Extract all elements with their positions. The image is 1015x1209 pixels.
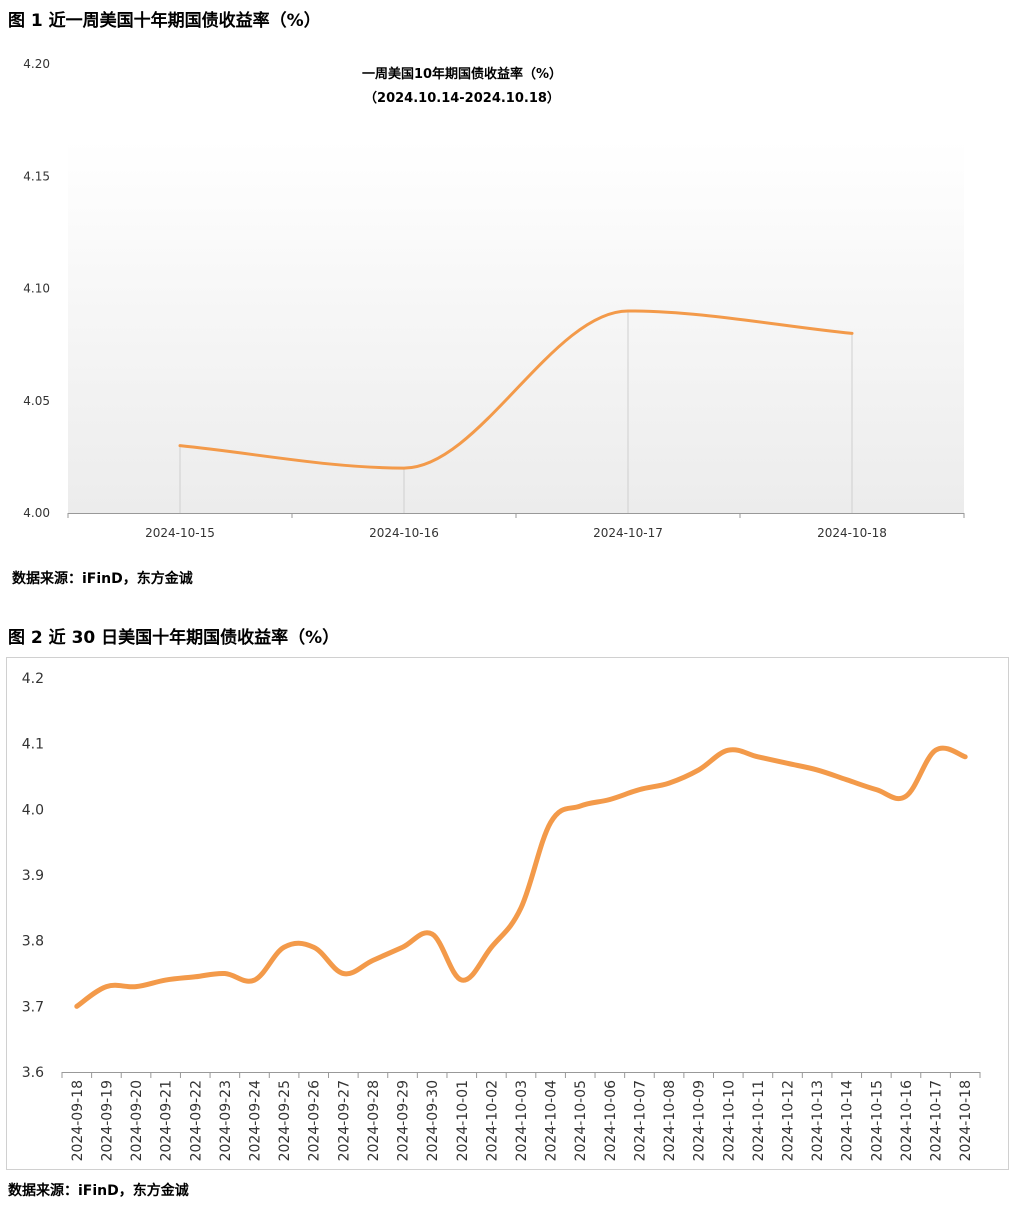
chart2-x-tick-label: 2024-09-28 [366,1080,382,1161]
chart1-y-tick-label: 4.10 [23,282,50,296]
chart2-x-tick-label: 2024-10-13 [810,1080,826,1161]
chart2-x-tick-label: 2024-10-15 [869,1080,885,1161]
chart2-x-tick-label: 2024-10-16 [899,1080,915,1161]
chart2-x-tick-label: 2024-09-27 [336,1080,352,1161]
chart1-x-tick-label: 2024-10-18 [817,526,887,540]
chart2-y-tick-label: 3.9 [22,868,44,884]
figure2-source: 数据来源：iFinD，东方金诚 [8,1183,189,1199]
chart2-x-tick-label: 2024-10-17 [929,1080,945,1161]
chart2-x-tick-label: 2024-10-02 [484,1080,500,1161]
chart2-y-tick-label: 3.6 [22,1065,44,1081]
chart1-y-tick-label: 4.20 [23,57,50,71]
chart2-x-tick-label: 2024-09-26 [307,1080,323,1161]
chart2-x-tick-label: 2024-09-30 [425,1080,441,1161]
chart2-x-tick-label: 2024-10-08 [662,1080,678,1161]
chart2-x-tick-label: 2024-10-11 [751,1080,767,1161]
chart2-x-tick-label: 2024-09-18 [70,1080,86,1161]
chart2-x-tick-label: 2024-10-01 [455,1080,471,1161]
chart2-x-tick-label: 2024-10-06 [603,1080,619,1161]
chart1-x-tick-label: 2024-10-17 [593,526,663,540]
chart1-y-tick-label: 4.15 [23,169,50,183]
chart2-x-tick-label: 2024-09-20 [129,1080,145,1161]
chart1-subtitle: （2024.10.14-2024.10.18） [364,90,560,106]
chart1-x-tick-label: 2024-10-15 [145,526,215,540]
chart2-x-tick-label: 2024-10-03 [514,1080,530,1161]
chart2-x-tick-label: 2024-09-22 [188,1080,204,1161]
chart2-x-tick-label: 2024-10-09 [692,1080,708,1161]
chart2-x-tick-label: 2024-09-19 [99,1080,115,1161]
chart2-x-tick-label: 2024-10-04 [544,1080,560,1161]
chart2-x-tick-label: 2024-10-10 [721,1080,737,1161]
chart2-x-tick-label: 2024-09-29 [396,1080,412,1161]
chart1-plot-background [68,140,964,513]
chart1-title: 一周美国10年期国债收益率（%） [362,66,562,82]
chart2-x-tick-label: 2024-09-21 [159,1080,175,1161]
chart2-y-tick-label: 4.2 [22,671,44,687]
chart2-y-tick-label: 3.8 [22,934,44,950]
chart2-y-tick-label: 4.0 [22,802,44,818]
chart1-y-tick-label: 4.05 [23,394,50,408]
chart2-x-tick-label: 2024-10-14 [840,1080,856,1161]
chart2-series-line [74,745,968,1009]
chart1: 一周美国10年期国债收益率（%） （2024.10.14-2024.10.18）… [23,57,965,540]
chart2-x-tick-label: 2024-09-25 [277,1080,293,1161]
chart2-x-tick-label: 2024-10-07 [632,1080,648,1161]
chart2-y-tick-label: 4.1 [22,737,44,753]
chart1-y-tick-label: 4.00 [23,506,50,520]
figure2-heading: 图 2 近 30 日美国十年期国债收益率（%） [8,628,340,648]
chart1-series-line [178,309,854,470]
chart2: 3.6 3.7 3.8 3.9 4.0 4.1 4.2 2024-09-18 2024-09-… [6,657,1009,1170]
figure1-heading: 图 1 近一周美国十年期国债收益率（%） [8,11,321,31]
chart2-x-tick-label: 2024-09-23 [218,1080,234,1161]
chart2-x-tick-label: 2024-10-18 [958,1080,974,1161]
chart2-x-tick-label: 2024-09-24 [247,1080,263,1161]
chart2-x-tick-label: 2024-10-05 [573,1080,589,1161]
figure1-source: 数据来源：iFinD，东方金诚 [12,571,193,587]
chart1-x-tick-label: 2024-10-16 [369,526,439,540]
chart2-x-tick-label: 2024-10-12 [781,1080,797,1161]
chart2-frame [6,657,1009,1170]
chart2-y-tick-label: 3.7 [22,999,44,1015]
